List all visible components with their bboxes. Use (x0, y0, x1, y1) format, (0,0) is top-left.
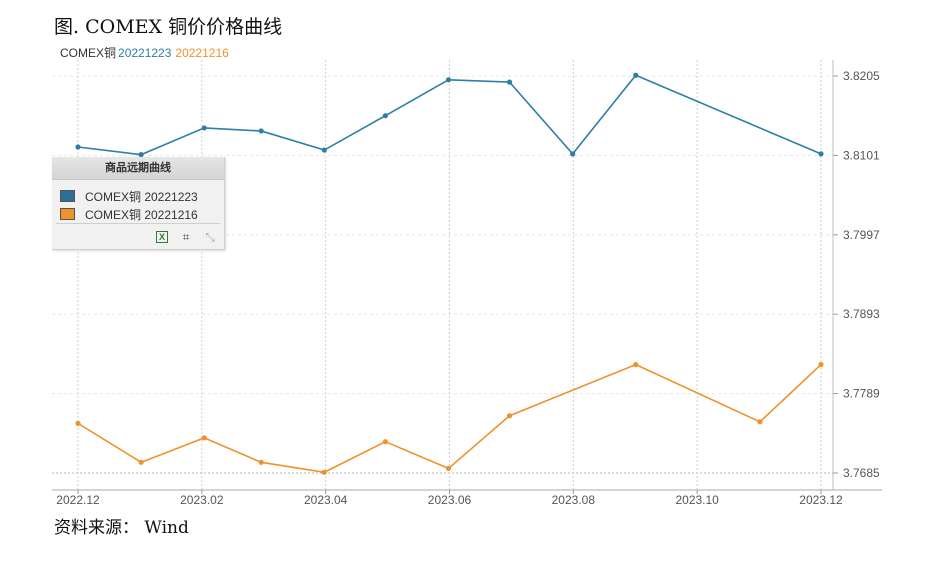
data-point (506, 413, 513, 419)
data-point (201, 435, 207, 441)
legend-item-series1[interactable]: COMEX铜 20221223 (60, 188, 198, 204)
data-point (445, 465, 452, 472)
y-tick-label: 3.7893 (843, 307, 880, 321)
legend-swatch-series1 (60, 190, 75, 202)
legend-label-series1: COMEX铜 20221223 (85, 189, 198, 204)
crop-icon[interactable]: ⌗ (182, 230, 190, 244)
series-header-series1: 20221223 (118, 46, 172, 60)
chart-grid (52, 60, 833, 490)
data-point (321, 469, 327, 475)
series-line-1 (77, 74, 822, 156)
series-header: COMEX铜 20221223 20221216 (60, 44, 233, 61)
chart-series (75, 72, 824, 475)
y-tick-label: 3.8205 (843, 69, 880, 83)
x-tick-label: 2023.10 (675, 493, 719, 507)
series-header-series2: 20221216 (175, 46, 229, 60)
legend-title: 商品远期曲线 (52, 157, 224, 180)
legend-swatch-series2 (60, 208, 75, 220)
data-point (321, 147, 327, 153)
data-point (75, 144, 81, 150)
data-point (382, 439, 388, 445)
reset-icon[interactable]: ⤡ (205, 230, 215, 244)
legend-divider (56, 223, 220, 224)
y-tick-label: 3.7685 (843, 466, 880, 480)
data-point (818, 151, 824, 157)
data-point (445, 77, 452, 83)
x-tick-label: 2022.12 (56, 493, 100, 507)
x-tick-label: 2023.12 (799, 493, 843, 507)
series-header-prefix: COMEX铜 (60, 46, 117, 60)
legend-toolbar: X ⌗ ⤡ (156, 231, 216, 243)
data-point (201, 125, 207, 131)
data-point (757, 419, 763, 425)
data-point (75, 420, 81, 426)
data-point (258, 128, 264, 134)
chart-axes: 3.7685 3.7789 3.7893 3.7997 3.8101 3.8205 2022… (52, 60, 882, 507)
legend-label-series2: COMEX铜 20221216 (85, 207, 198, 222)
data-point (818, 361, 824, 368)
data-point (382, 113, 388, 119)
data-point (138, 152, 144, 158)
x-tick-label: 2023.04 (304, 493, 348, 507)
excel-icon[interactable]: X (156, 231, 168, 243)
x-tick-label: 2023.02 (180, 493, 224, 507)
y-tick-label: 3.7997 (843, 228, 880, 242)
data-point (506, 79, 513, 85)
data-point (570, 151, 576, 157)
y-tick-label: 3.7789 (843, 387, 880, 401)
x-tick-label: 2023.06 (428, 493, 472, 507)
source-note: 资料来源： Wind (54, 518, 189, 538)
data-point (258, 459, 264, 465)
legend-item-series2[interactable]: COMEX铜 20221216 (60, 206, 198, 222)
chart-title: 图. COMEX 铜价价格曲线 (54, 16, 283, 38)
x-tick-label: 2023.08 (552, 493, 596, 507)
data-point (138, 459, 144, 465)
legend-panel[interactable]: 商品远期曲线 COMEX铜 20221223 COMEX铜 20221216 X… (52, 157, 225, 250)
data-point (633, 72, 639, 78)
y-tick-label: 3.8101 (843, 148, 880, 162)
data-point (633, 361, 639, 368)
